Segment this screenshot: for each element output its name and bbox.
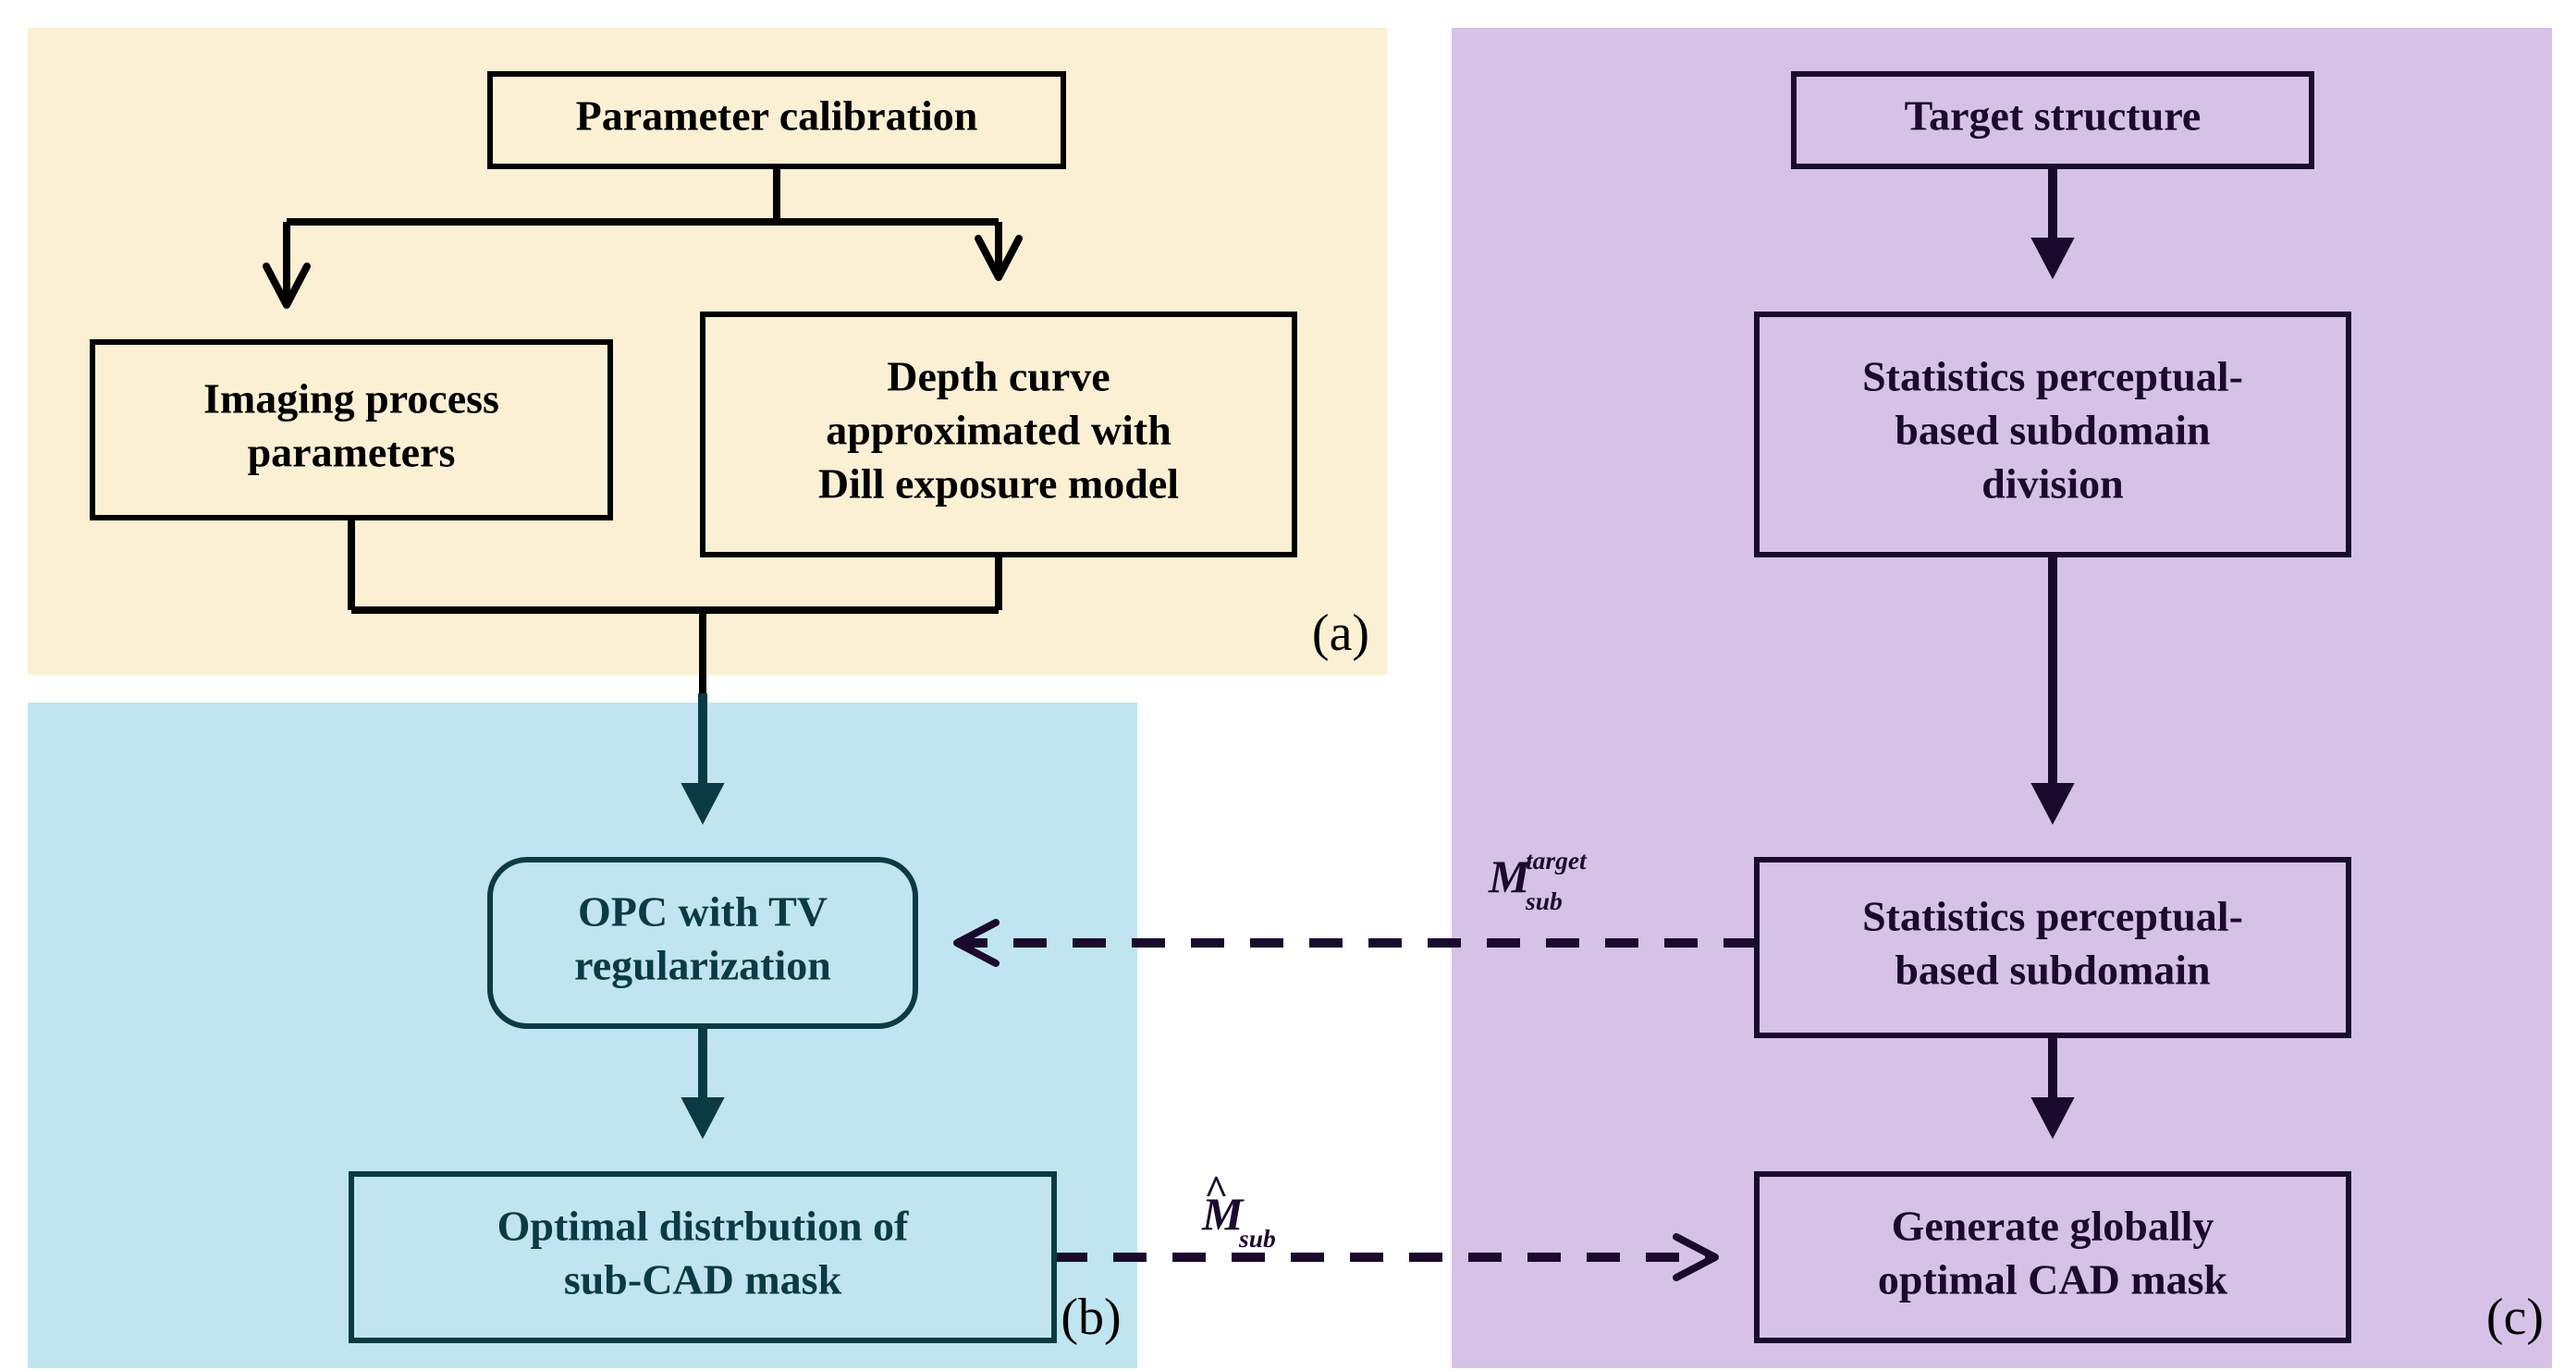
node-stat_sub-label: based subdomain [1895, 947, 2210, 994]
node-imaging-label: parameters [248, 429, 456, 476]
node-opc-label: regularization [574, 942, 831, 989]
svg-text:target: target [1526, 846, 1588, 875]
node-stat_div-label: division [1981, 460, 2123, 508]
panel-label-a: (a) [1312, 605, 1369, 662]
node-optimal_sub-label: sub-CAD mask [564, 1256, 842, 1303]
node-depth-label: Depth curve [887, 353, 1110, 400]
node-generate-label: optimal CAD mask [1878, 1256, 2228, 1303]
node-stat_div-label: based subdomain [1895, 407, 2210, 454]
svg-text:sub: sub [1525, 887, 1563, 915]
node-stat_div-label: Statistics perceptual- [1862, 353, 2243, 400]
svg-text:M: M [1201, 1188, 1245, 1240]
node-optimal_sub-label: Optimal distrbution of [497, 1203, 909, 1250]
math-m_hat: ^Msub [1201, 1168, 1276, 1254]
node-imaging-label: Imaging process [203, 375, 499, 422]
flowchart-canvas: Parameter calibration Imaging process para… [0, 0, 2576, 1370]
node-opc-label: OPC with TV [578, 888, 828, 936]
panel-label-c: (c) [2486, 1289, 2544, 1346]
panel-c [1452, 28, 2552, 1368]
node-target-label: Target structure [1905, 92, 2202, 140]
node-stat_sub-label: Statistics perceptual- [1862, 893, 2243, 940]
node-depth-label: Dill exposure model [818, 460, 1179, 508]
node-param_calib-label: Parameter calibration [576, 92, 978, 140]
node-generate-label: Generate globally [1892, 1203, 2214, 1250]
svg-text:sub: sub [1238, 1224, 1276, 1253]
svg-text:M: M [1488, 850, 1531, 902]
panel-label-b: (b) [1061, 1289, 1121, 1346]
node-depth-label: approximated with [826, 407, 1171, 454]
